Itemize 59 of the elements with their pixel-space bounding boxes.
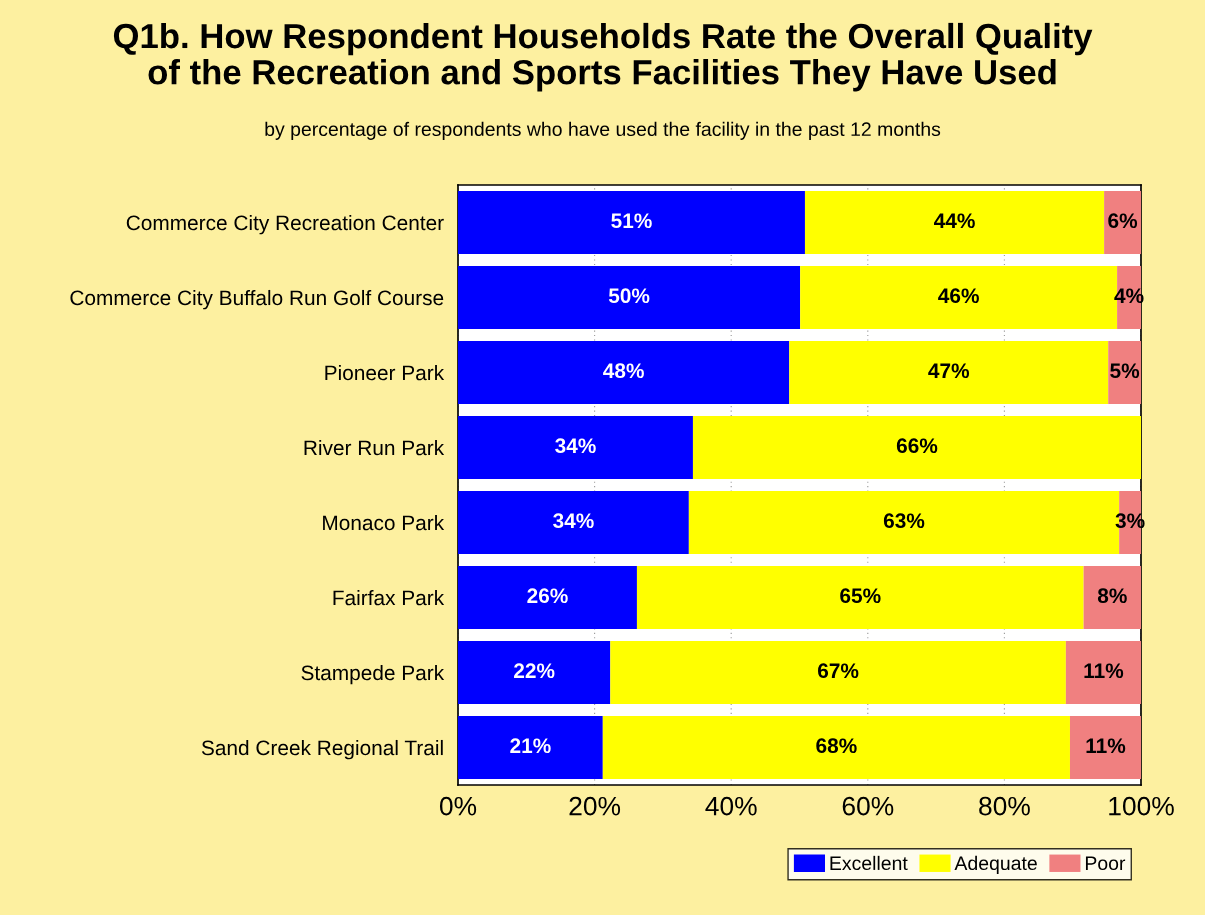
bar xyxy=(458,566,637,629)
bar xyxy=(804,191,1105,254)
data-label: 26% xyxy=(527,588,568,604)
y-tick-label: River Run Park xyxy=(304,439,445,456)
data-label: 21% xyxy=(510,738,551,754)
x-tick-label: 60% xyxy=(842,796,894,816)
data-label: 8% xyxy=(1097,588,1127,604)
data-label: 66% xyxy=(896,438,938,454)
legend-label: Poor xyxy=(1085,856,1126,871)
data-label: 50% xyxy=(608,288,650,304)
data-label: 6% xyxy=(1108,213,1138,229)
x-tick-label: 40% xyxy=(705,796,757,816)
x-tick-label: 0% xyxy=(439,796,477,816)
data-label: 34% xyxy=(553,513,594,529)
bar xyxy=(458,266,801,329)
data-label: 22% xyxy=(514,663,555,679)
y-tick-label: Commerce City Buffalo Run Golf Course xyxy=(70,289,444,310)
y-tick-label: Fairfax Park xyxy=(333,589,445,606)
bar xyxy=(789,341,1109,404)
data-label: 68% xyxy=(816,738,857,754)
data-label: 48% xyxy=(603,363,644,379)
data-label: 44% xyxy=(934,213,975,229)
data-label: 34% xyxy=(555,438,596,454)
bar xyxy=(692,416,1141,479)
data-label: 51% xyxy=(611,213,652,229)
data-label: 67% xyxy=(818,663,859,679)
legend-label: Adequate xyxy=(954,855,1037,874)
bar xyxy=(602,716,1070,779)
data-label: 47% xyxy=(928,363,970,379)
x-tick-label: 80% xyxy=(979,796,1030,816)
bar xyxy=(1108,341,1141,404)
y-tick-label: Commerce City Recreation Center xyxy=(126,214,444,235)
data-label: 11% xyxy=(1084,663,1124,679)
x-tick-label: 20% xyxy=(569,796,621,816)
y-tick-label: Pioneer Park xyxy=(325,364,445,381)
legend-label: Excellent xyxy=(830,855,908,871)
bar xyxy=(636,566,1084,629)
bar xyxy=(458,641,611,704)
y-tick-label: Stampede Park xyxy=(301,664,445,685)
bar xyxy=(1065,641,1141,704)
data-label: 46% xyxy=(938,288,979,304)
bar xyxy=(1083,566,1141,629)
bar xyxy=(458,416,693,479)
bar xyxy=(458,491,689,554)
bar xyxy=(458,341,790,404)
bar xyxy=(458,716,603,779)
bar xyxy=(1069,716,1141,779)
data-label: 65% xyxy=(840,588,881,604)
data-label: 11% xyxy=(1086,738,1126,754)
bar xyxy=(1104,191,1141,254)
data-label: 5% xyxy=(1110,363,1140,379)
bar xyxy=(458,191,805,254)
chart-title: Q1b. How Respondent Households Rate the Overall Quality of the Recreation and Sports Facilities They Have Used xyxy=(113,22,1093,92)
chart-subtitle: by percentage of respondents who have used the facility in the past 12 months xyxy=(265,121,941,140)
bar xyxy=(610,641,1066,704)
x-tick-label: 100% xyxy=(1109,796,1174,816)
y-tick-label: Sand Creek Regional Trail xyxy=(201,739,443,760)
y-tick-label: Monaco Park xyxy=(323,514,445,531)
data-label: 63% xyxy=(883,513,925,529)
